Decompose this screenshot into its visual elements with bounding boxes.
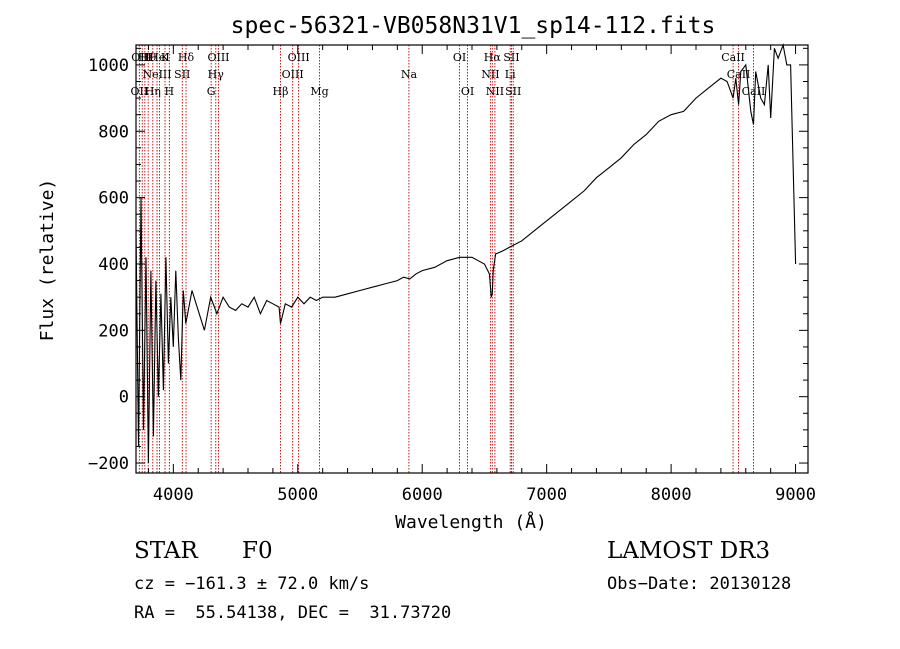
x-tick-label: 4000 xyxy=(153,485,194,505)
x-tick-label: 8000 xyxy=(651,485,692,505)
marker-label-13: OIII xyxy=(207,51,229,64)
marker-label-20: OI xyxy=(461,85,474,98)
marker-label-2: HI xyxy=(138,51,152,64)
coordinates: RA = 55.54138, DEC = 31.73720 xyxy=(134,603,452,623)
marker-label-14: Hβ xyxy=(273,85,289,98)
y-tick-label: 200 xyxy=(98,321,129,341)
observation-date: Obs−Date: 20130128 xyxy=(607,574,792,594)
line-markers xyxy=(138,45,754,473)
marker-label-4: Hη xyxy=(145,85,161,98)
x-axis-label: Wavelength (Å) xyxy=(395,511,547,533)
marker-label-19: OI xyxy=(453,51,466,64)
marker-label-21: NII xyxy=(481,68,499,81)
flux-series-line xyxy=(135,42,797,464)
x-tick-label: 7000 xyxy=(526,485,567,505)
marker-label-27: CaII xyxy=(721,51,745,64)
marker-label-7: K xyxy=(161,51,170,64)
line-marker-labels: OIIOIIIHIHθHηNeIIIHeIKHSIIHδGHγOIIIHβOII… xyxy=(131,51,766,98)
x-tick-label: 9000 xyxy=(775,485,816,505)
marker-label-26: SII xyxy=(505,85,521,98)
axis-ticks xyxy=(136,45,808,473)
survey-name: LAMOST DR3 xyxy=(607,538,771,564)
y-tick-label: 600 xyxy=(98,189,129,209)
marker-label-28: CaII xyxy=(727,68,751,81)
object-class: STAR xyxy=(134,538,198,564)
y-tick-label: 0 xyxy=(119,388,129,408)
marker-label-18: Na xyxy=(401,68,418,81)
marker-label-29: CaII xyxy=(742,85,766,98)
x-tick-labels: 4000 5000 6000 7000 8000 9000 xyxy=(153,485,816,505)
marker-label-3: Hθ xyxy=(140,51,157,64)
marker-label-9: SII xyxy=(174,68,190,81)
marker-label-10: Hδ xyxy=(178,51,195,64)
marker-label-11: G xyxy=(207,85,216,98)
marker-label-15: OIII xyxy=(282,68,304,81)
plot-frame xyxy=(135,44,809,474)
marker-label-25: SII xyxy=(503,51,519,64)
marker-label-1: OIII xyxy=(131,51,153,64)
marker-label-22: Hα xyxy=(484,51,502,64)
y-axis-label: Flux (relative) xyxy=(37,179,58,342)
marker-label-24: Li xyxy=(505,68,516,81)
x-tick-label: 5000 xyxy=(277,485,318,505)
marker-label-5: NeIII xyxy=(142,68,171,81)
y-tick-label: 400 xyxy=(98,255,129,275)
marker-label-23: NII xyxy=(486,85,504,98)
marker-label-12: Hγ xyxy=(208,68,225,81)
x-tick-label: 6000 xyxy=(402,485,443,505)
chart-title: spec-56321-VB058N31V1_sp14-112.fits xyxy=(231,13,716,39)
marker-label-17: Mg xyxy=(310,85,328,98)
redshift-velocity: cz = −161.3 ± 72.0 km/s xyxy=(134,574,370,594)
marker-label-16: OIII xyxy=(288,51,310,64)
y-tick-labels: −200 0 200 400 600 800 1000 xyxy=(88,56,129,474)
marker-label-6: HeI xyxy=(149,51,169,64)
marker-label-8: H xyxy=(165,85,175,98)
y-tick-label: 1000 xyxy=(88,56,129,76)
y-tick-label: −200 xyxy=(88,454,129,474)
marker-label-0: OII xyxy=(131,85,149,98)
y-tick-label: 800 xyxy=(98,122,129,142)
object-subclass: F0 xyxy=(242,538,273,564)
